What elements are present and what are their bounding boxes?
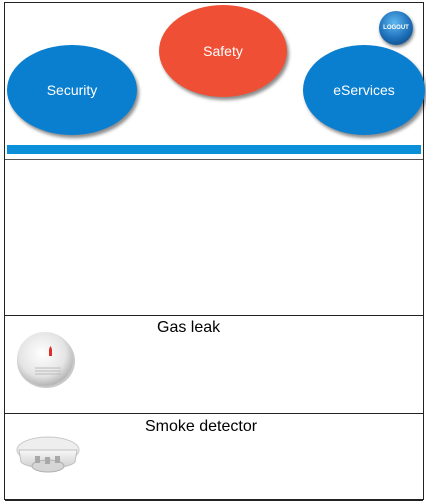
logout-button[interactable]: LOGOUT xyxy=(379,11,413,45)
content-area xyxy=(5,160,423,314)
logout-label: LOGOUT xyxy=(383,25,409,31)
device-item-smoke-detector[interactable]: Smoke detector xyxy=(5,413,423,501)
device-item-gas-leak[interactable]: Gas leak xyxy=(5,315,423,413)
header-divider-bar xyxy=(7,145,421,154)
gas-detector-icon xyxy=(15,328,77,395)
device-title: Gas leak xyxy=(157,319,221,336)
safety-label: Safety xyxy=(203,43,243,59)
app-frame: Security Safety eServices LOGOUT xyxy=(4,2,425,501)
header: Security Safety eServices LOGOUT xyxy=(5,3,425,145)
divider xyxy=(5,159,423,160)
eservices-label: eServices xyxy=(333,82,395,98)
security-label: Security xyxy=(46,82,98,98)
smoke-detector-icon xyxy=(15,428,81,485)
eservices-button[interactable]: eServices xyxy=(303,45,425,135)
device-title: Smoke detector xyxy=(145,418,258,435)
security-button[interactable]: Security xyxy=(7,45,137,135)
safety-button[interactable]: Safety xyxy=(159,5,287,97)
